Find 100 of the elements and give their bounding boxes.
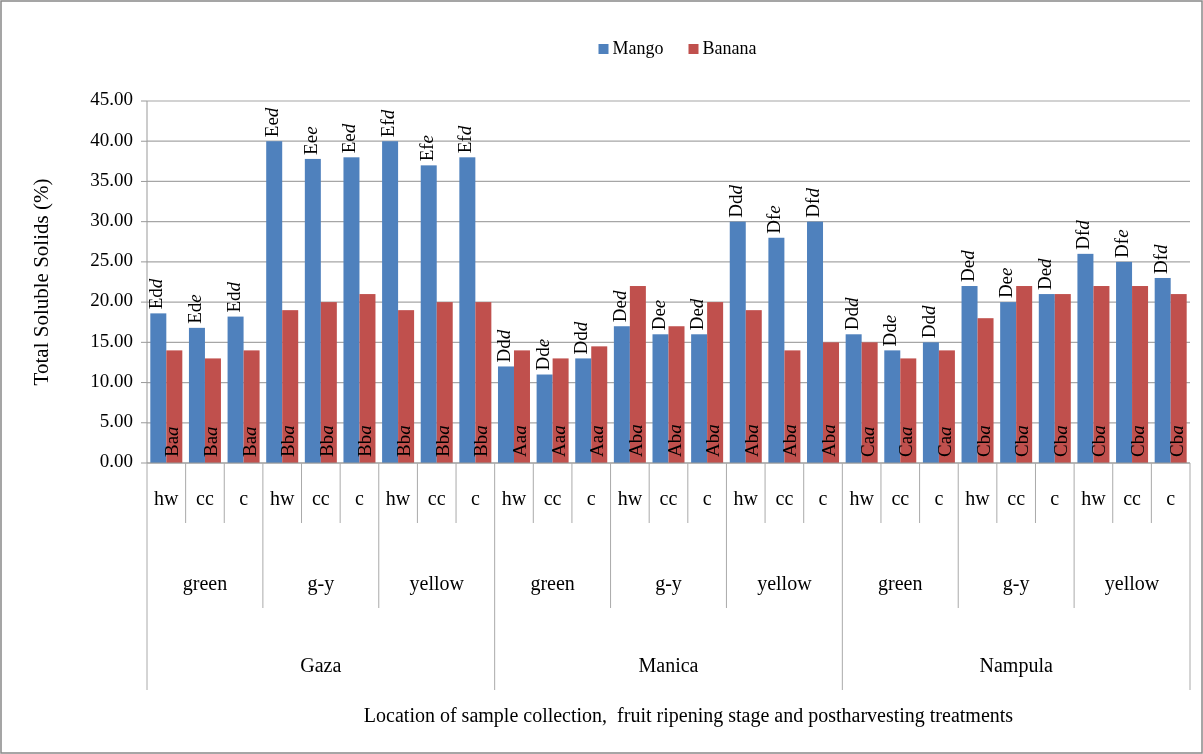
y-tick-label: 5.00	[99, 410, 133, 432]
bar	[823, 342, 840, 463]
data-label: Dfd	[802, 187, 824, 218]
bar	[475, 302, 492, 463]
bar	[459, 157, 476, 463]
y-tick-label: 40.00	[90, 128, 133, 150]
text: g-y	[307, 572, 335, 595]
data-label: Ddd	[841, 297, 863, 331]
bar	[1132, 286, 1149, 463]
data-label: Baa	[161, 426, 183, 457]
data-label: Bba	[316, 425, 338, 457]
data-label: Bba	[393, 425, 415, 457]
bar	[845, 334, 862, 463]
data-label: Cba	[1088, 425, 1110, 457]
bar	[652, 334, 669, 463]
data-label: Ded	[609, 290, 631, 323]
data-label: Cba	[1011, 425, 1033, 457]
y-tick-label: 30.00	[90, 209, 133, 231]
bar	[320, 302, 337, 463]
bar	[536, 374, 553, 463]
y-axis-title: Total Soluble Solids (%)	[29, 178, 53, 386]
x-tick-label: c	[470, 487, 480, 509]
bar	[227, 316, 244, 463]
bar	[1077, 253, 1094, 463]
x-tick-label: hw	[733, 487, 759, 509]
bar	[922, 342, 939, 463]
bar	[497, 366, 514, 463]
data-label: Dee	[647, 299, 669, 331]
data-label: Ddd	[918, 305, 940, 339]
data-label: Bba	[354, 425, 376, 457]
y-tick-label: 25.00	[90, 249, 133, 271]
data-label: Aaa	[586, 425, 608, 457]
x-tick-label: c	[355, 487, 365, 509]
text: green	[530, 572, 575, 595]
data-label: Dfd	[1150, 243, 1172, 274]
x-tick-label: hw	[1081, 487, 1107, 509]
bar	[668, 326, 685, 463]
data-label: Aaa	[509, 425, 531, 457]
data-label: Dfe	[763, 205, 785, 234]
data-label: Efd	[377, 109, 399, 138]
text: green	[878, 572, 923, 595]
data-label: Eed	[338, 123, 360, 154]
bar	[884, 350, 901, 463]
x-tick-label: c	[818, 487, 828, 509]
bar	[629, 286, 646, 463]
bar	[591, 346, 608, 463]
text: Location of sample collection, fruit ripening stage and postharvesting treatments	[363, 704, 1014, 727]
x-tick-label: hw	[965, 487, 991, 509]
data-label: Efe	[416, 134, 438, 162]
bar	[861, 342, 878, 463]
x-tick-label: hw	[154, 487, 180, 509]
data-label: Aba	[702, 424, 724, 457]
bar	[359, 294, 376, 463]
data-label: Dfd	[1072, 219, 1094, 250]
data-label: Ded	[1034, 257, 1056, 291]
data-label: Ded	[956, 249, 978, 283]
data-label: Baa	[238, 426, 260, 457]
x-tick-label: hw	[617, 487, 643, 509]
bar	[768, 237, 785, 463]
data-label: Cba	[1166, 425, 1188, 457]
y-tick-label: 45.00	[90, 88, 133, 110]
data-label: Ddd	[570, 321, 592, 355]
data-label: Dfe	[1111, 229, 1133, 258]
bar	[900, 358, 917, 463]
bar	[745, 310, 762, 463]
legend-label: Mango	[612, 38, 664, 59]
data-label: Cba	[972, 425, 994, 457]
data-label: Dde	[879, 314, 901, 347]
text: Nampula	[979, 654, 1053, 677]
legend-label: Banana	[702, 38, 757, 59]
bar	[613, 326, 630, 463]
bar	[266, 141, 283, 463]
data-label: Ded	[686, 298, 708, 331]
data-label: Caa	[857, 426, 879, 457]
x-tick-label: hw	[501, 487, 527, 509]
bar	[398, 310, 415, 463]
x-tick-label: c	[1166, 487, 1176, 509]
data-label: Aba	[741, 424, 763, 457]
data-label: Eee	[300, 126, 322, 155]
x-tick-label: c	[702, 487, 712, 509]
bar	[382, 141, 399, 463]
data-label: Edd	[145, 278, 167, 310]
bar	[707, 302, 724, 463]
data-label: Cba	[1127, 425, 1149, 457]
text: yellow	[1104, 572, 1160, 595]
x-tick-label: hw	[849, 487, 875, 509]
text: g-y	[1002, 572, 1030, 595]
data-label: Ede	[184, 294, 206, 324]
data-label: Cba	[1050, 425, 1072, 457]
x-tick-label: cc	[775, 487, 794, 509]
bar	[188, 327, 205, 463]
x-tick-label: cc	[543, 487, 562, 509]
bar	[304, 158, 321, 463]
bar	[1170, 294, 1187, 463]
text: green	[182, 572, 228, 595]
bar	[1000, 302, 1017, 463]
bar	[513, 350, 530, 463]
data-label: Aaa	[547, 425, 569, 457]
x-tick-label: cc	[1123, 487, 1142, 509]
bar	[420, 165, 437, 463]
